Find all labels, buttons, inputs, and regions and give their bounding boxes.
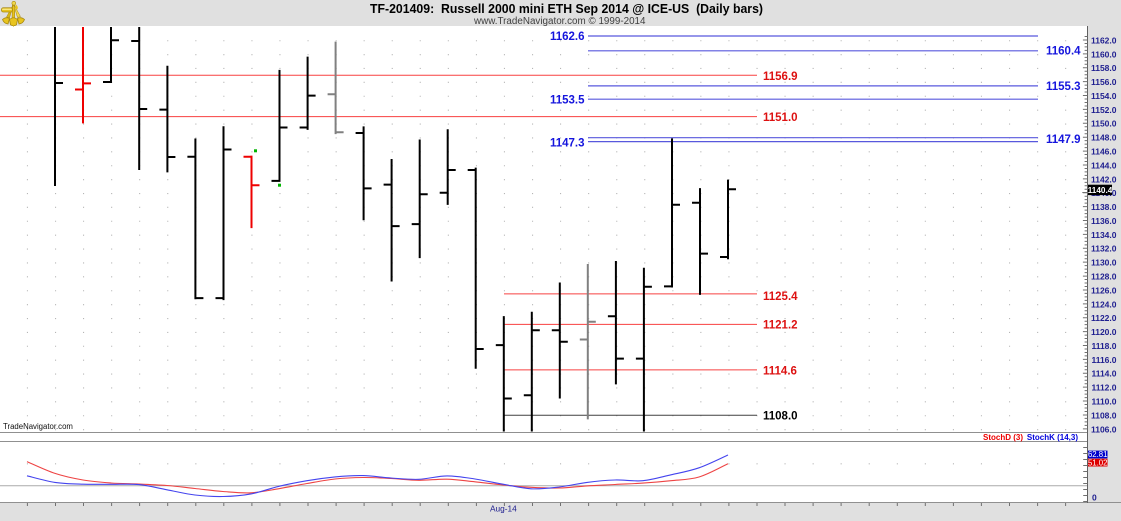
svg-text:1124.0: 1124.0 (1091, 299, 1117, 309)
svg-text:1110.0: 1110.0 (1091, 397, 1116, 407)
svg-text:1147.9: 1147.9 (1046, 134, 1081, 146)
svg-text:0: 0 (1092, 493, 1097, 503)
svg-text:1155.3: 1155.3 (1046, 81, 1081, 93)
svg-text:1148.0: 1148.0 (1091, 133, 1117, 143)
svg-text:1152.0: 1152.0 (1091, 105, 1117, 115)
svg-text:1126.0: 1126.0 (1091, 285, 1117, 295)
svg-text:1150.0: 1150.0 (1091, 119, 1117, 129)
svg-text:1142.0: 1142.0 (1091, 174, 1117, 184)
svg-text:1162.0: 1162.0 (1091, 35, 1117, 45)
svg-text:TradeNavigator.com: TradeNavigator.com (3, 422, 73, 431)
svg-text:1151.0: 1151.0 (763, 112, 798, 124)
svg-text:1147.3: 1147.3 (550, 138, 585, 150)
svg-text:1156.0: 1156.0 (1091, 77, 1117, 87)
svg-text:1116.0: 1116.0 (1091, 355, 1116, 365)
svg-text:StochD (3): StochD (3) (983, 433, 1023, 442)
svg-text:1138.0: 1138.0 (1091, 202, 1117, 212)
svg-text:1153.5: 1153.5 (550, 94, 585, 106)
svg-text:1114.6: 1114.6 (763, 366, 797, 378)
svg-text:1106.0: 1106.0 (1091, 424, 1117, 434)
svg-text:51.02: 51.02 (1088, 458, 1108, 467)
svg-text:1120.0: 1120.0 (1091, 327, 1117, 337)
svg-text:1122.0: 1122.0 (1091, 313, 1117, 323)
svg-text:1154.0: 1154.0 (1091, 91, 1117, 101)
svg-text:1114.0: 1114.0 (1091, 369, 1116, 379)
svg-text:1140.4: 1140.4 (1088, 186, 1113, 195)
svg-text:1125.4: 1125.4 (763, 291, 798, 303)
svg-text:1121.2: 1121.2 (763, 320, 798, 332)
svg-text:1108.0: 1108.0 (1091, 410, 1117, 420)
svg-text:1108.0: 1108.0 (763, 410, 798, 422)
svg-text:1158.0: 1158.0 (1091, 63, 1117, 73)
svg-text:1144.0: 1144.0 (1091, 160, 1117, 170)
svg-text:1134.0: 1134.0 (1091, 230, 1117, 240)
svg-text:1162.6: 1162.6 (550, 31, 585, 43)
svg-text:1118.0: 1118.0 (1091, 341, 1116, 351)
svg-text:1160.0: 1160.0 (1091, 49, 1117, 59)
svg-text:1160.4: 1160.4 (1046, 46, 1081, 58)
svg-text:1112.0: 1112.0 (1091, 383, 1116, 393)
svg-text:StochK (14,3): StochK (14,3) (1027, 433, 1078, 442)
svg-text:1146.0: 1146.0 (1091, 147, 1117, 157)
svg-text:1130.0: 1130.0 (1091, 258, 1117, 268)
svg-text:1136.0: 1136.0 (1091, 216, 1117, 226)
svg-text:TF-201409: Russell 2000 mini: TF-201409: Russell 2000 mini ETH Sep 201… (370, 1, 763, 16)
svg-text:62.81: 62.81 (1088, 450, 1108, 459)
svg-text:1128.0: 1128.0 (1091, 272, 1117, 282)
svg-text:1132.0: 1132.0 (1091, 244, 1117, 254)
svg-text:www.TradeNavigator.com © 1999-: www.TradeNavigator.com © 1999-2014 (473, 16, 646, 27)
svg-text:1156.9: 1156.9 (763, 71, 798, 83)
svg-text:Aug-14: Aug-14 (490, 504, 517, 514)
